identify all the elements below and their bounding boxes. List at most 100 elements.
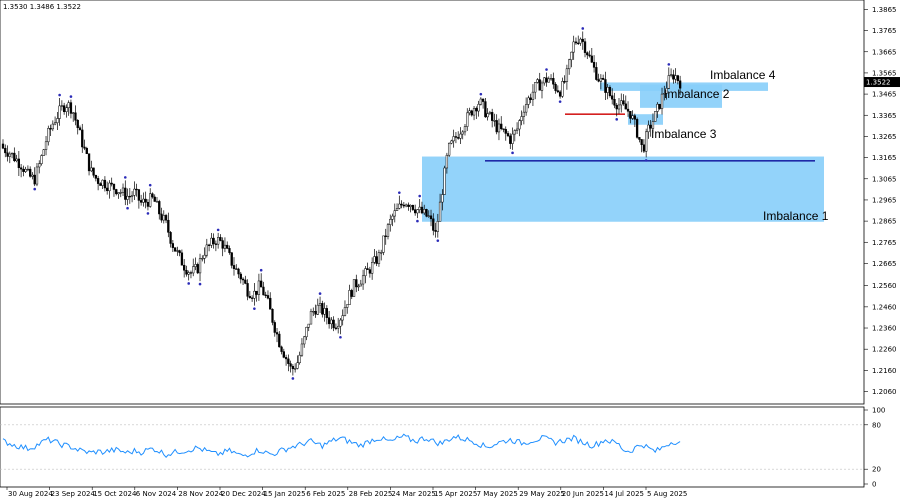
candle-body — [477, 104, 480, 112]
candle-body — [330, 319, 333, 325]
rsi-pane[interactable] — [0, 406, 865, 488]
candle-body — [135, 188, 138, 191]
candle-body — [658, 103, 661, 109]
price-tick-label: 1.3065 — [872, 175, 897, 183]
candle-body — [92, 167, 95, 176]
candle-body — [631, 115, 634, 119]
time-tick-label: 15 Jan 2025 — [264, 490, 306, 498]
candle-body — [572, 41, 575, 53]
candle-body — [287, 358, 290, 364]
candle-body — [495, 120, 498, 133]
candle-body — [522, 111, 526, 117]
candle-body — [423, 209, 426, 214]
candle-body — [563, 81, 566, 83]
candle-body — [346, 304, 349, 308]
fractal-up-marker — [479, 92, 483, 96]
imbalance-zones — [422, 82, 824, 222]
candle-body — [366, 268, 369, 270]
candle-body — [491, 112, 494, 121]
candle-body — [432, 218, 435, 231]
ohlc-readout: 1.3530 1.3486 1.3522 — [3, 3, 81, 11]
candle-body — [375, 256, 378, 264]
candle-body — [22, 168, 25, 172]
candle-body — [40, 155, 43, 164]
imbalance-label: Imbalance 3 — [651, 127, 717, 141]
candle-body — [303, 336, 306, 345]
candle-body — [230, 252, 233, 266]
candle-body — [239, 273, 242, 280]
candle-body — [318, 303, 322, 306]
candle-body — [642, 144, 646, 152]
candle-body — [323, 308, 326, 315]
candle-body — [26, 168, 30, 171]
candle-body — [676, 75, 680, 82]
candle-body — [414, 209, 417, 214]
candle-body — [574, 41, 578, 44]
candle-body — [420, 206, 424, 214]
fractal-down-marker — [126, 206, 129, 210]
candle-body — [649, 124, 652, 129]
candle-body — [547, 78, 550, 83]
candle-body — [341, 315, 344, 321]
candle-body — [549, 78, 553, 80]
candle-body — [325, 308, 328, 318]
time-tick-label: 6 Nov 2024 — [136, 490, 177, 498]
candle-body — [543, 77, 546, 84]
fractal-down-marker — [615, 118, 619, 121]
candle-body — [380, 252, 383, 254]
fractal-down-marker — [198, 282, 202, 286]
candle-body — [502, 128, 505, 130]
candle-body — [339, 319, 342, 327]
candle-body — [470, 110, 473, 116]
candle-body — [35, 166, 39, 185]
fractal-up-marker — [216, 228, 220, 232]
candle-body — [119, 192, 122, 194]
candle-body — [337, 325, 340, 329]
time-tick-label: 7 May 2025 — [477, 490, 518, 498]
candle-body — [155, 201, 159, 203]
candle-body — [81, 129, 84, 148]
candle-body — [398, 203, 401, 209]
candle-body — [459, 133, 462, 139]
candle-body — [515, 128, 519, 131]
candle-body — [350, 290, 353, 297]
candle-body — [146, 201, 150, 207]
price-tick-label: 1.3865 — [872, 6, 897, 14]
candle-body — [6, 152, 9, 157]
candle-body — [615, 104, 618, 110]
candle-body — [665, 88, 668, 94]
candle-body — [192, 266, 195, 274]
candle-body — [450, 140, 453, 144]
candle-body — [216, 237, 220, 245]
candle-body — [669, 74, 673, 76]
candle-body — [149, 193, 152, 207]
candle-body — [266, 295, 270, 299]
candle-body — [58, 105, 61, 119]
candle-body — [361, 275, 365, 285]
candle-body — [558, 91, 562, 97]
candle-body — [597, 79, 600, 82]
candle-body — [248, 296, 251, 299]
candle-body — [49, 128, 52, 130]
candle-body — [524, 104, 528, 113]
candle-body — [554, 83, 557, 91]
candle-body — [158, 201, 161, 215]
candle-body — [139, 200, 143, 203]
candle-body — [486, 113, 489, 118]
candle-body — [536, 79, 539, 83]
candle-body — [278, 333, 281, 348]
candle-body — [552, 78, 555, 85]
candle-body — [13, 152, 16, 162]
candle-body — [121, 187, 125, 193]
price-tick-label: 1.2160 — [872, 367, 897, 375]
candle-body — [601, 77, 605, 80]
fractal-up-marker — [123, 176, 127, 179]
candle-body — [128, 195, 131, 198]
imbalance-zone — [628, 114, 663, 125]
candle-body — [207, 244, 211, 246]
candle-body — [65, 107, 68, 113]
time-tick-label: 24 Mar 2025 — [391, 490, 435, 498]
time-tick-label: 28 Nov 2024 — [178, 490, 223, 498]
